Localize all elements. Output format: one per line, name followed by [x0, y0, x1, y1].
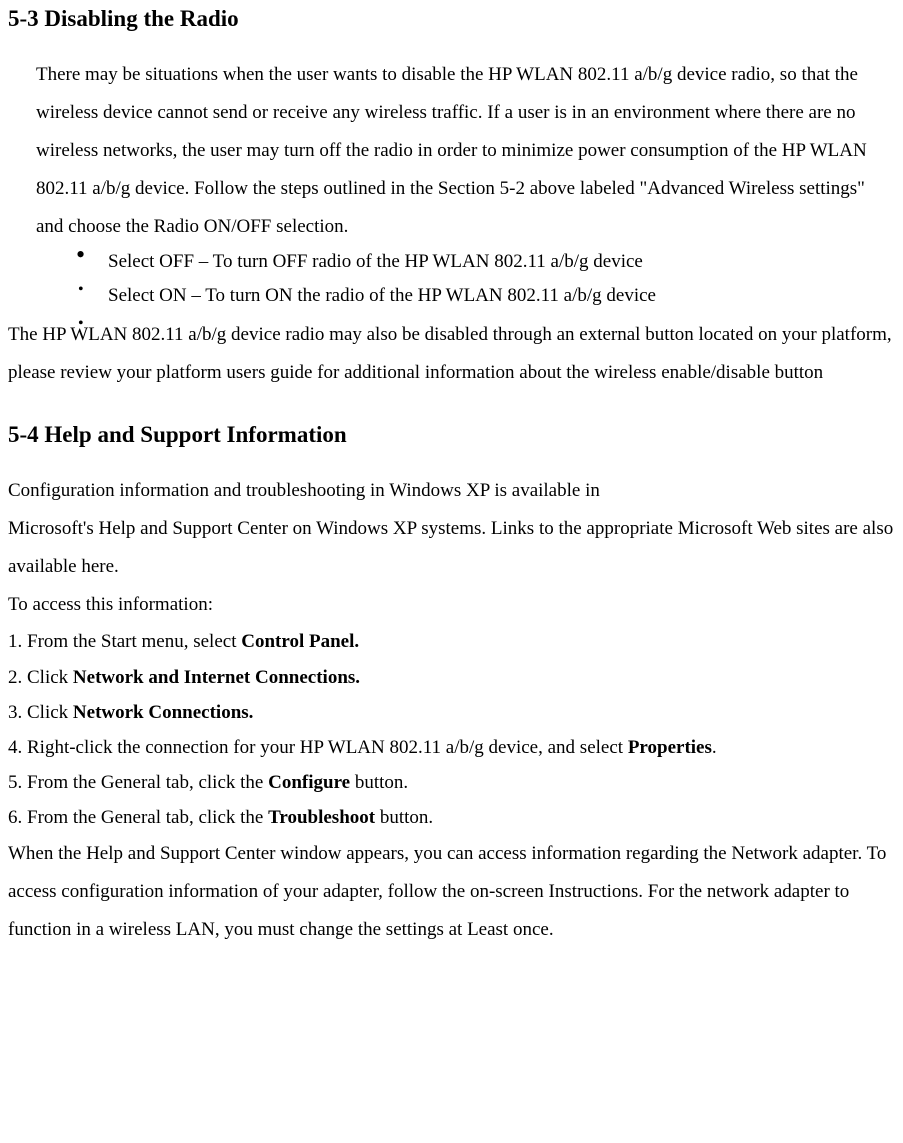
step-4-bold: Properties [628, 737, 712, 758]
step-3-bold: Network Connections. [73, 702, 254, 723]
bullet-select-off: Select OFF – To turn OFF radio of the HP… [72, 246, 895, 278]
step-1-bold: Control Panel. [241, 631, 359, 652]
step-1-text: 1. From the Start menu, select [8, 631, 241, 652]
step-1: 1. From the Start menu, select Control P… [8, 624, 895, 659]
section-5-3-intro-paragraph: There may be situations when the user wa… [36, 56, 895, 246]
step-3: 3. Click Network Connections. [8, 695, 895, 730]
step-4-text: 4. Right-click the connection for your H… [8, 737, 628, 758]
step-5-post: button. [350, 772, 408, 793]
step-5-bold: Configure [268, 772, 350, 793]
access-info-line: To access this information: [8, 586, 895, 624]
radio-options-list: Select OFF – To turn OFF radio of the HP… [72, 246, 895, 313]
step-6: 6. From the General tab, click the Troub… [8, 800, 895, 835]
step-4-post: . [712, 737, 717, 758]
step-5-text: 5. From the General tab, click the [8, 772, 268, 793]
step-2-text: 2. Click [8, 667, 73, 688]
step-6-text: 6. From the General tab, click the [8, 807, 268, 828]
step-4: 4. Right-click the connection for your H… [8, 730, 895, 765]
step-6-bold: Troubleshoot [268, 807, 375, 828]
step-3-text: 3. Click [8, 702, 73, 723]
bullet-select-on: Select ON – To turn ON the radio of the … [72, 280, 895, 312]
section-5-4-line1: Configuration information and troublesho… [8, 472, 895, 510]
step-6-post: button. [375, 807, 433, 828]
step-5: 5. From the General tab, click the Confi… [8, 765, 895, 800]
section-5-4-line2: Microsoft's Help and Support Center on W… [8, 510, 895, 586]
section-5-4-closing-paragraph: When the Help and Support Center window … [8, 835, 895, 949]
step-2: 2. Click Network and Internet Connection… [8, 660, 895, 695]
section-5-3-note-paragraph: The HP WLAN 802.11 a/b/g device radio ma… [8, 316, 895, 392]
section-5-3-heading: 5-3 Disabling the Radio [8, 4, 895, 34]
section-5-4-heading: 5-4 Help and Support Information [8, 420, 895, 450]
step-2-bold: Network and Internet Connections. [73, 667, 360, 688]
